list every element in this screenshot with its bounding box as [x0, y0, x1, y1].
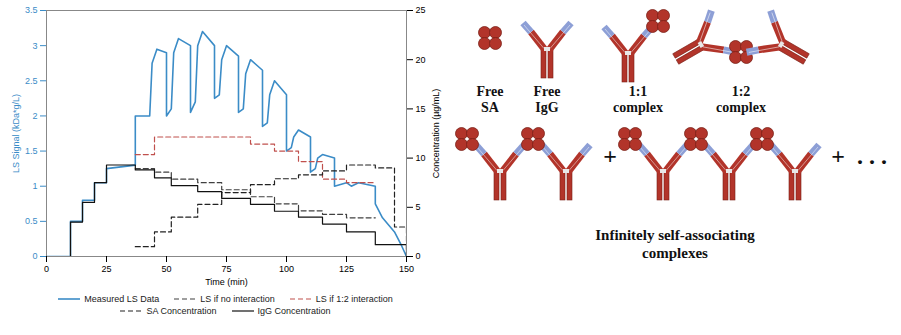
svg-text:. . .: . . .: [857, 143, 887, 169]
svg-text:+: +: [603, 143, 617, 169]
svg-text:Concentration (µg/mL): Concentration (µg/mL): [431, 89, 441, 179]
svg-text:25: 25: [416, 5, 426, 15]
svg-text:1:2complex: 1:2complex: [716, 84, 766, 115]
svg-text:1: 1: [32, 181, 37, 191]
svg-text:25: 25: [101, 264, 111, 274]
svg-text:0: 0: [44, 264, 49, 274]
html-text:LS if 1:2 interaction: LS if 1:2 interaction: [315, 294, 393, 304]
html-text:IgG Concentration: IgG Concentration: [257, 306, 331, 316]
svg-text:10: 10: [416, 153, 426, 163]
svg-text:1:1complex: 1:1complex: [613, 84, 663, 115]
svg-text:+: +: [831, 143, 845, 169]
svg-text:FreeSA: FreeSA: [477, 84, 504, 115]
svg-text:0: 0: [32, 251, 37, 261]
svg-text:75: 75: [221, 264, 231, 274]
svg-text:Infinitely self-associatingcom: Infinitely self-associatingcomplexes: [595, 227, 755, 261]
svg-text:2.5: 2.5: [25, 76, 38, 86]
svg-text:100: 100: [279, 264, 294, 274]
svg-text:3: 3: [32, 41, 37, 51]
svg-text:FreeIgG: FreeIgG: [534, 84, 561, 115]
svg-text:5: 5: [416, 202, 421, 212]
svg-text:0.5: 0.5: [25, 216, 38, 226]
svg-text:1.5: 1.5: [25, 146, 38, 156]
svg-text:0: 0: [416, 251, 421, 261]
html-text:Measured LS Data: Measured LS Data: [84, 294, 160, 304]
svg-text:LS Signal (kDa*g/L): LS Signal (kDa*g/L): [11, 94, 21, 173]
svg-text:150: 150: [399, 264, 414, 274]
svg-text:2: 2: [32, 111, 37, 121]
html-text:LS if no interaction: LS if no interaction: [200, 294, 275, 304]
html-text:SA Concentration: SA Concentration: [146, 306, 217, 316]
svg-text:15: 15: [416, 104, 426, 114]
svg-text:50: 50: [161, 264, 171, 274]
svg-text:Time (min): Time (min): [205, 277, 248, 287]
svg-text:3.5: 3.5: [25, 5, 38, 15]
svg-text:125: 125: [339, 264, 354, 274]
svg-text:20: 20: [416, 55, 426, 65]
